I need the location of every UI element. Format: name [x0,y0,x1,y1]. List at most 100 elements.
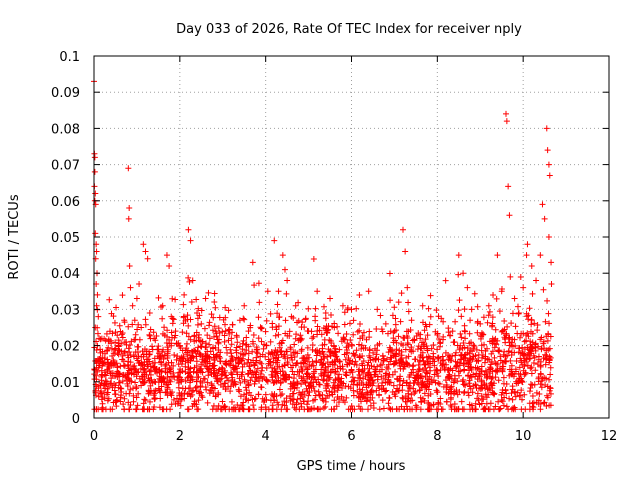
data-point [297,335,303,342]
data-point [460,340,467,347]
data-point [273,324,280,331]
data-point [312,376,319,383]
data-point [241,376,248,383]
data-point [547,371,554,378]
data-point [538,384,545,391]
data-point [172,296,179,303]
data-point [204,332,211,339]
data-point [474,365,481,372]
data-point [243,347,250,354]
data-point [382,388,389,395]
data-point [422,336,429,343]
data-point [166,377,173,384]
data-point [402,248,409,255]
data-point [337,358,344,365]
data-point [166,366,173,373]
data-point [541,399,548,406]
data-point [485,302,492,309]
data-point [194,321,201,328]
data-point [482,353,489,360]
data-point [400,342,407,349]
data-point [251,282,258,289]
data-point [214,336,221,343]
data-point [542,318,549,325]
data-point [386,405,393,412]
data-point [224,349,231,356]
data-point [503,403,510,410]
data-point [164,355,171,362]
data-point [238,371,245,378]
data-point [168,313,175,320]
data-point [505,348,512,355]
data-point [529,290,536,297]
data-point [496,308,503,315]
data-point [512,323,519,330]
y-tick-label: 0.03 [51,303,80,318]
data-point [141,406,148,413]
data-point [537,400,544,407]
data-point [529,392,536,399]
data-point [241,302,248,309]
data-point [208,311,215,318]
data-point [379,352,386,359]
data-point [359,394,366,401]
data-point [538,346,545,353]
data-point [121,348,128,355]
data-point [99,360,106,367]
data-point [542,351,549,358]
axis-ticks: 0 2 4 6 8 10 12 0 0.01 0.02 0.03 0.04 0.05 0.06 0.07 0.… [51,50,617,444]
data-point [134,402,141,409]
data-point [196,350,203,357]
data-point [215,346,222,353]
data-point [392,393,399,400]
data-point [121,349,128,356]
data-point [405,308,412,315]
data-point [468,306,475,313]
y-tick-label: 0.1 [59,50,80,65]
data-point [425,358,432,365]
data-point [182,358,189,365]
data-point [470,382,477,389]
data-point [478,400,485,407]
data-point [134,357,141,364]
data-point [127,386,134,393]
data-point [475,358,482,365]
data-point [387,379,394,386]
data-point [151,390,158,397]
data-point [94,330,101,337]
data-point [431,371,438,378]
data-point [237,393,244,400]
data-point [439,353,446,360]
data-point [94,291,101,298]
data-point [540,355,547,362]
data-point [456,297,463,304]
data-point [526,388,533,395]
data-point [147,371,154,378]
data-point [170,316,177,323]
data-point [251,361,258,368]
data-point [301,360,308,367]
data-point [245,328,252,335]
y-tick-label: 0.07 [51,159,80,174]
data-point [184,312,191,319]
data-point [338,385,345,392]
data-point [440,383,447,390]
data-point [309,335,316,342]
data-point [392,360,399,367]
data-point [110,359,117,366]
data-point [348,306,355,313]
data-point [527,385,534,392]
data-point [282,317,289,324]
data-point [283,372,290,379]
data-point [408,344,415,351]
data-point [546,353,553,360]
data-point [111,387,118,394]
data-point [417,335,424,342]
data-point [519,379,526,386]
data-point [109,330,116,337]
data-point [379,328,386,335]
data-point [533,399,540,406]
data-point [306,389,313,396]
data-point [320,405,327,412]
data-point [467,355,474,362]
